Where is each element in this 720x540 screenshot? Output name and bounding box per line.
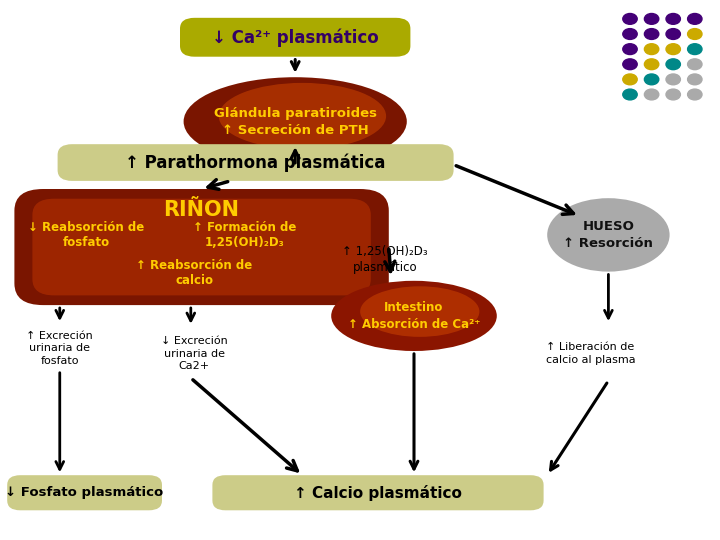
Text: ↑ Reabsorción de
calcio: ↑ Reabsorción de calcio (136, 259, 253, 287)
Text: Intestino
↑ Absorción de Ca²⁺: Intestino ↑ Absorción de Ca²⁺ (348, 301, 480, 331)
Ellipse shape (331, 281, 497, 351)
Text: ↓ Reabsorción de
fosfato: ↓ Reabsorción de fosfato (28, 221, 145, 249)
Circle shape (688, 59, 702, 70)
Circle shape (666, 59, 680, 70)
Circle shape (644, 29, 659, 39)
Circle shape (623, 89, 637, 100)
Circle shape (666, 29, 680, 39)
Text: ↑ Excreción
urinaria de
fosfato: ↑ Excreción urinaria de fosfato (27, 331, 93, 366)
Circle shape (666, 89, 680, 100)
FancyBboxPatch shape (14, 189, 389, 305)
Text: ↓ Excreción
urinaria de
Ca2+: ↓ Excreción urinaria de Ca2+ (161, 336, 228, 371)
FancyBboxPatch shape (7, 475, 162, 510)
FancyBboxPatch shape (212, 475, 544, 510)
Circle shape (644, 14, 659, 24)
Circle shape (666, 74, 680, 85)
Circle shape (688, 89, 702, 100)
Circle shape (623, 44, 637, 55)
Text: ↓ Fosfato plasmático: ↓ Fosfato plasmático (6, 486, 163, 500)
FancyBboxPatch shape (32, 199, 371, 295)
Circle shape (688, 29, 702, 39)
Ellipse shape (184, 77, 407, 166)
FancyBboxPatch shape (58, 144, 454, 181)
Ellipse shape (547, 198, 670, 272)
Text: ↑ Calcio plasmático: ↑ Calcio plasmático (294, 485, 462, 501)
Text: ↑ Parathormona plasmática: ↑ Parathormona plasmática (125, 153, 386, 172)
Text: ↑ Liberación de
calcio al plasma: ↑ Liberación de calcio al plasma (546, 342, 635, 365)
Ellipse shape (219, 83, 386, 149)
Ellipse shape (360, 286, 480, 337)
FancyBboxPatch shape (180, 18, 410, 57)
Circle shape (644, 74, 659, 85)
Text: RIÑON: RIÑON (163, 199, 240, 220)
Circle shape (666, 44, 680, 55)
Circle shape (644, 44, 659, 55)
Text: ↓ Ca²⁺ plasmático: ↓ Ca²⁺ plasmático (212, 28, 379, 46)
Circle shape (623, 59, 637, 70)
Circle shape (623, 74, 637, 85)
Text: Glándula paratiroides
↑ Secreción de PTH: Glándula paratiroides ↑ Secreción de PTH (214, 106, 377, 137)
Circle shape (666, 14, 680, 24)
Circle shape (688, 74, 702, 85)
Circle shape (644, 89, 659, 100)
Circle shape (688, 44, 702, 55)
Circle shape (623, 29, 637, 39)
Text: ↑ 1,25(OH)₂D₃
plasmático: ↑ 1,25(OH)₂D₃ plasmático (342, 245, 428, 274)
Circle shape (623, 14, 637, 24)
Circle shape (644, 59, 659, 70)
Text: ↑ Formación de
1,25(OH)₂D₃: ↑ Formación de 1,25(OH)₂D₃ (193, 221, 297, 249)
Text: HUESO
↑ Resorción: HUESO ↑ Resorción (564, 220, 653, 250)
Circle shape (688, 14, 702, 24)
